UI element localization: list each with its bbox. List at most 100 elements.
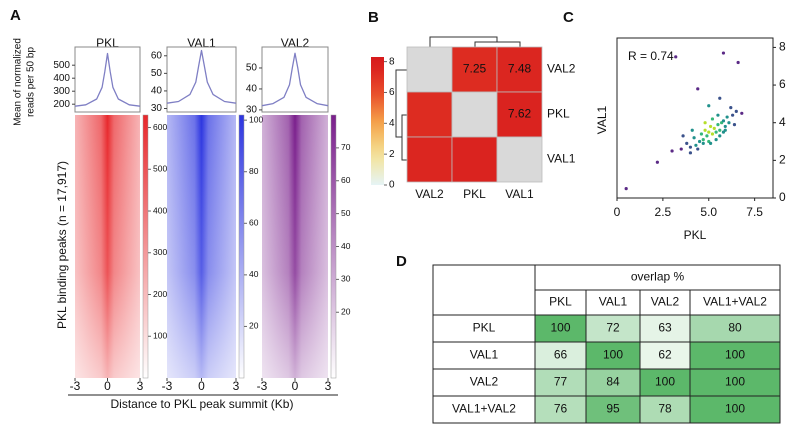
y-tick-label: 400 — [53, 73, 70, 84]
profile-box — [261, 46, 329, 113]
colorbar-tick-label: 30 — [341, 274, 351, 284]
cell-value: 100 — [603, 348, 623, 362]
x-axis-label: Distance to PKL peak summit (Kb) — [111, 397, 294, 411]
scatter-point — [699, 132, 704, 136]
panel-label: C — [563, 9, 574, 26]
scatter-point — [681, 134, 685, 138]
cell-value: 95 — [606, 402, 620, 416]
cell-value: 77 — [554, 375, 568, 389]
heatmap-fade — [75, 115, 140, 378]
heatmap-fade — [167, 115, 236, 378]
scatter-point — [710, 117, 715, 121]
colorbar-tick-label: 70 — [341, 142, 351, 152]
colorbar — [330, 114, 337, 379]
colorbar-tick-label: 4 — [389, 118, 395, 129]
profile-line — [166, 49, 237, 104]
x-tick-label: 3 — [233, 379, 240, 393]
x-tick-label: -3 — [70, 379, 81, 393]
colorbar — [142, 114, 149, 379]
table-border — [432, 264, 781, 424]
scatter-point — [679, 147, 683, 151]
panel-label: D — [396, 253, 407, 270]
scatter-point — [723, 124, 727, 129]
cell-value: 100 — [725, 402, 745, 416]
profile-line — [261, 52, 329, 107]
table-cell — [586, 315, 640, 342]
scatter-point — [718, 128, 722, 132]
colorbar-tick-label: 100 — [249, 114, 263, 124]
plot-box — [616, 37, 774, 199]
scatter-point — [707, 130, 711, 134]
matrix-cell — [406, 91, 453, 138]
column-header: PKL — [549, 295, 572, 309]
x-tick-label: 2.5 — [655, 205, 672, 219]
cell-value: 62 — [658, 348, 672, 362]
column-label: PKL — [463, 187, 486, 201]
colorbar-tick-label: 300 — [153, 247, 167, 257]
scatter-point — [729, 106, 733, 110]
cell-value: 100 — [655, 375, 675, 389]
scatter-point — [697, 139, 702, 144]
matrix-cell — [406, 46, 453, 93]
table-cell — [586, 342, 640, 369]
y-tick-label: 6 — [779, 77, 786, 91]
colorbar-tick-label: 200 — [153, 289, 167, 299]
scatter-point — [655, 160, 659, 164]
scatter-point — [707, 104, 711, 108]
colorbar-tick-label: 600 — [153, 122, 167, 132]
row-header: VAL2 — [470, 375, 499, 389]
table-cell — [640, 315, 690, 342]
y-axis-label: Mean of normalized — [13, 38, 24, 126]
colorbar-tick-label: 400 — [153, 205, 167, 215]
cell-value: 84 — [606, 375, 620, 389]
scatter-point — [725, 115, 729, 119]
y-tick-label: 4 — [779, 115, 786, 129]
scatter-point — [670, 149, 674, 153]
y-tick-label: 300 — [53, 86, 70, 97]
scatter-point — [709, 141, 713, 146]
row-header: PKL — [473, 321, 496, 335]
x-tick-label: 0 — [198, 379, 205, 393]
matrix-cell — [496, 91, 543, 138]
heatmap-y-label: PKL binding peaks (n = 17,917) — [55, 161, 69, 329]
table-cell — [640, 369, 690, 396]
cell-label: 7.62 — [508, 107, 532, 121]
scatter-point — [703, 121, 707, 125]
scatter-point — [694, 143, 698, 147]
table-cell — [586, 369, 640, 396]
y-tick-label: 60 — [151, 50, 163, 61]
table-cell — [690, 315, 780, 342]
scatter-point — [721, 51, 726, 55]
dendrogram — [429, 36, 521, 47]
scatter-point — [696, 87, 700, 91]
column-label: VAL2 — [415, 187, 444, 201]
colorbar-tick-label: 40 — [341, 241, 351, 251]
matrix-cell — [496, 46, 543, 93]
table-cell — [640, 396, 690, 423]
row-label: VAL2 — [547, 62, 576, 76]
scatter-point — [705, 134, 709, 138]
column-header: VAL1+VAL2 — [703, 295, 767, 309]
y-axis-label: reads per 50 bp — [26, 47, 37, 117]
colorbar-tick-label: 50 — [341, 208, 351, 218]
scatter-point — [736, 60, 740, 65]
column-label: VAL1 — [505, 187, 534, 201]
column-header: VAL2 — [651, 295, 680, 309]
scatter-point — [740, 111, 744, 115]
table-cell — [690, 342, 780, 369]
cell-value: 100 — [550, 321, 570, 335]
cell-value: 100 — [725, 375, 745, 389]
scatter-point — [718, 96, 722, 100]
cell-value: 72 — [606, 321, 620, 335]
y-tick-label: 50 — [246, 63, 258, 74]
y-tick-label: 200 — [53, 99, 70, 110]
scatter-point — [674, 55, 678, 59]
table-cell — [535, 369, 586, 396]
x-tick-label: -3 — [162, 379, 173, 393]
cell-label: 7.25 — [463, 62, 487, 76]
row-label: VAL1 — [547, 152, 576, 166]
scatter-point — [718, 134, 722, 138]
scatter-point — [721, 119, 726, 123]
annotation: R = 0.74 — [628, 49, 674, 63]
